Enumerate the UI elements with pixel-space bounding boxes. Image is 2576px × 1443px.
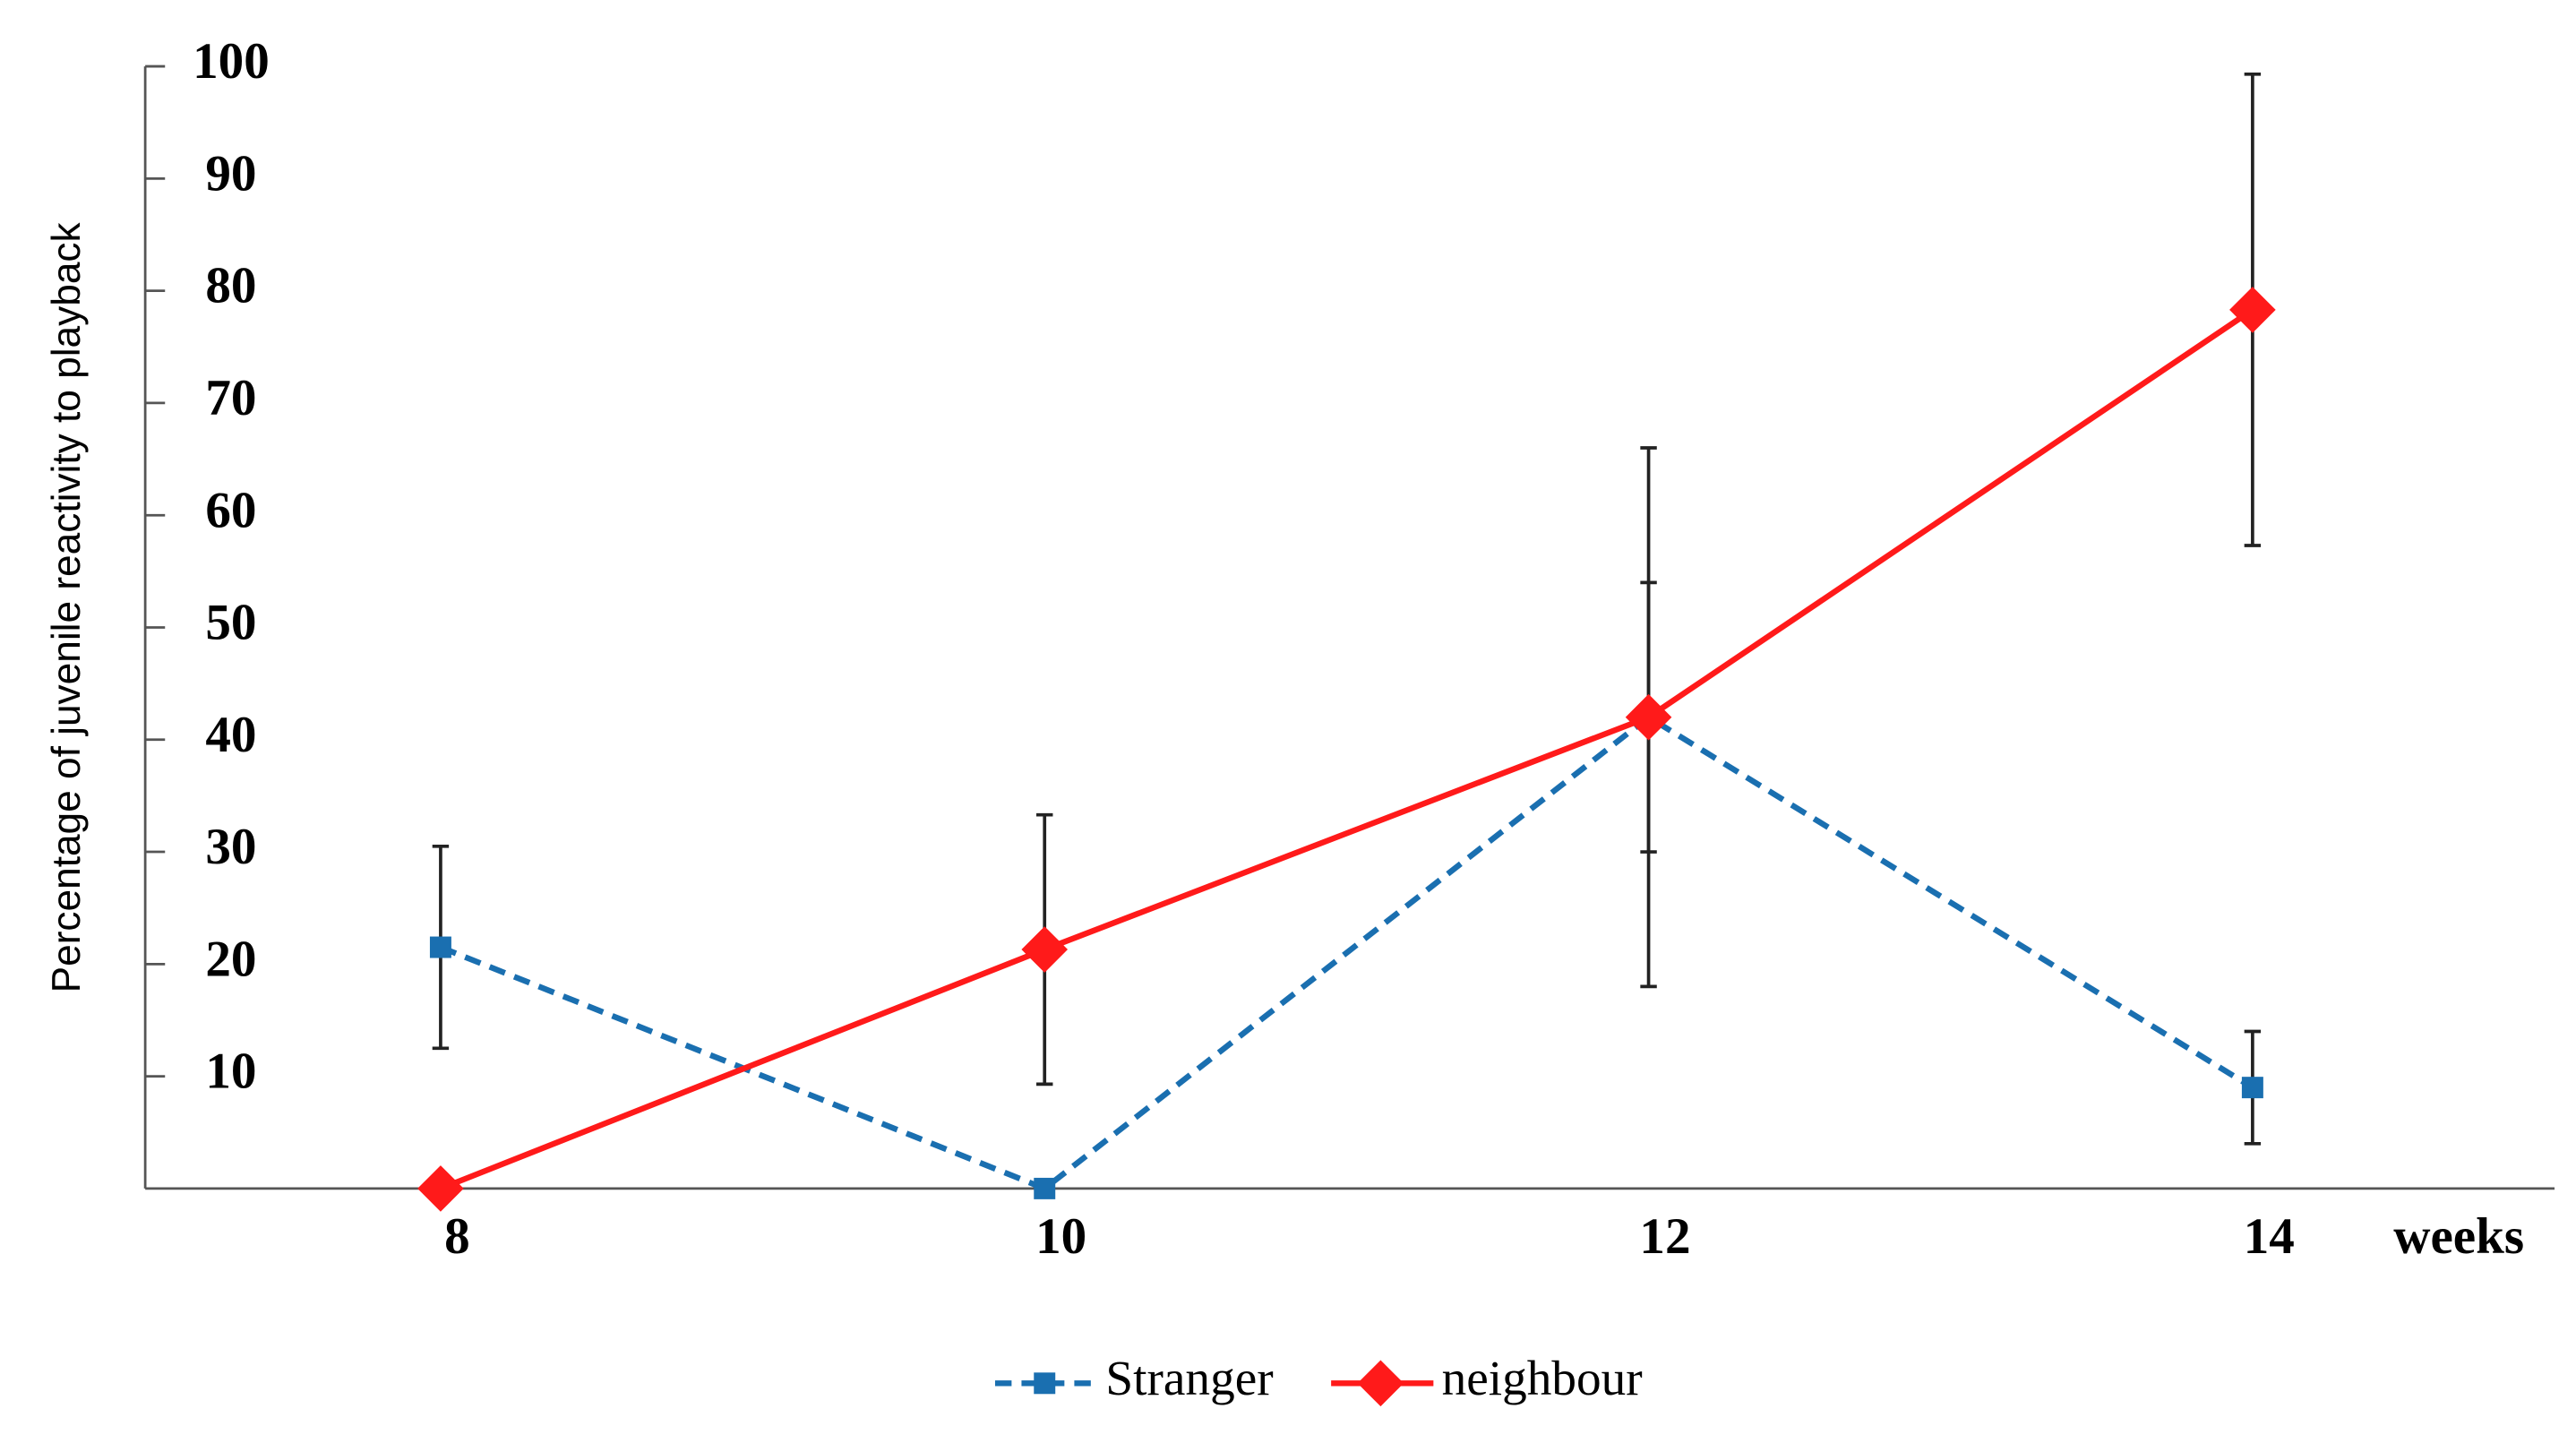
series-line <box>439 307 2254 1191</box>
series-line <box>439 713 2254 1192</box>
y-tick-label: 80 <box>205 258 256 314</box>
y-tick-label: 100 <box>193 33 270 90</box>
y-tick-label: 20 <box>205 931 256 987</box>
y-axis-label: Percentage of juvenile reactivity to pla… <box>45 221 89 992</box>
x-tick-label: 14 <box>2244 1208 2295 1265</box>
x-axis-label: weeks <box>2393 1208 2524 1265</box>
y-tick-label: 10 <box>205 1044 256 1100</box>
y-tick-label: 60 <box>205 482 256 538</box>
marker <box>417 1165 464 1212</box>
marker <box>429 936 451 958</box>
y-tick-label: 90 <box>205 145 256 202</box>
x-tick-label: 8 <box>444 1208 470 1265</box>
y-tick-label: 70 <box>205 370 256 426</box>
y-tick-label: 50 <box>205 595 256 651</box>
marker <box>2229 287 2276 333</box>
y-tick-label: 40 <box>205 707 256 763</box>
y-tick-label: 30 <box>205 819 256 875</box>
marker <box>1034 1177 1056 1199</box>
marker <box>1625 693 1672 741</box>
marker <box>1034 1372 1056 1395</box>
marker <box>1021 926 1069 973</box>
x-tick-label: 12 <box>1639 1208 1690 1265</box>
marker <box>2241 1077 2263 1099</box>
legend-label: neighbour <box>1442 1351 1643 1405</box>
legend-label: Stranger <box>1105 1351 1273 1405</box>
marker <box>1357 1360 1404 1407</box>
x-tick-label: 10 <box>1035 1208 1086 1265</box>
